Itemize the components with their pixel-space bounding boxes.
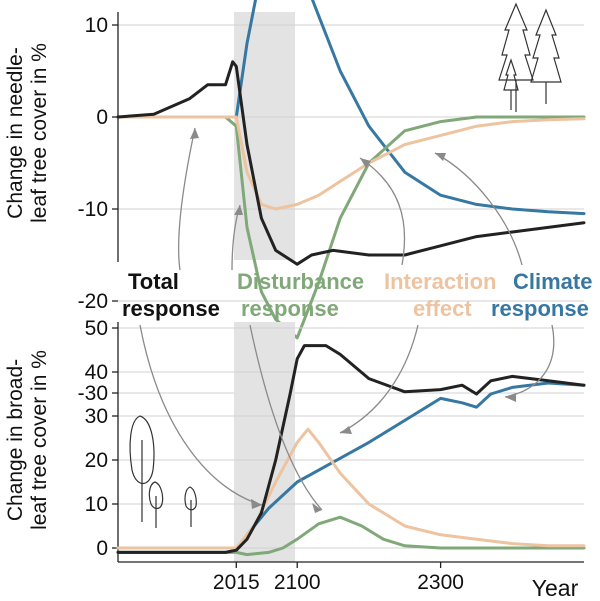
arrowhead-disturbance-bottom bbox=[312, 503, 322, 513]
arrowhead-climate-bottom bbox=[505, 393, 516, 402]
arrowhead-total-bottom bbox=[251, 499, 262, 509]
ytick-label-bottom: 40 bbox=[85, 361, 108, 384]
ytick-label-bottom: 20 bbox=[85, 449, 108, 472]
series-total-response-top bbox=[116, 60, 586, 266]
panel-needle-leaf: -30-20-1001020 Change in needle- leaf tr… bbox=[4, 0, 586, 405]
ylabel-top-line2: leaf tree cover in % bbox=[28, 43, 51, 223]
broad-leaf-trees-icon bbox=[129, 415, 197, 528]
arrowhead-interaction-bottom bbox=[340, 426, 352, 434]
series-climate-response-bottom bbox=[116, 381, 586, 554]
xtick-label: 2300 bbox=[417, 571, 464, 594]
xtick-label: 2015 bbox=[213, 571, 260, 594]
series-interaction-effect-bottom bbox=[116, 427, 586, 550]
ytick-label-bottom: 50 bbox=[85, 317, 108, 340]
panel-broad-leaf: 0 10 20 30 40 50 2015 2100 2300 Change in broad-… bbox=[4, 317, 586, 601]
arrowhead-interaction-top bbox=[360, 158, 371, 168]
arrowhead-total-top bbox=[190, 128, 199, 139]
ytick-label-bottom: 30 bbox=[85, 405, 108, 428]
ylabel-bottom-line2: leaf tree cover in % bbox=[28, 350, 51, 530]
label-disturbance-line2: response bbox=[241, 296, 339, 321]
arrow-interaction-bottom bbox=[339, 324, 419, 434]
ytick-label-bottom: 10 bbox=[85, 493, 108, 516]
ytick-label-top: -30 bbox=[78, 382, 108, 405]
series-total-response-bottom bbox=[116, 344, 586, 554]
label-climate-line2: response bbox=[491, 296, 589, 321]
label-total-line2: response bbox=[122, 296, 220, 321]
label-climate-line1: Climate bbox=[513, 269, 592, 294]
series-interaction-effect-top bbox=[116, 115, 586, 211]
ytick-label-bottom: 0 bbox=[96, 537, 108, 560]
arrow-disturbance-bottom bbox=[249, 324, 323, 511]
ytick-label-top: -10 bbox=[78, 198, 108, 221]
arrowhead-disturbance-top bbox=[234, 205, 243, 215]
x-axis-label: Year bbox=[532, 575, 579, 601]
series-disturbance-response-bottom bbox=[116, 515, 586, 557]
label-interaction-line2: effect bbox=[413, 296, 472, 321]
arrow-total-top bbox=[178, 127, 196, 271]
series-labels: Total response Disturbance response Inte… bbox=[122, 269, 592, 321]
series-climate-response-top bbox=[116, 0, 586, 216]
xtick-label: 2100 bbox=[274, 571, 321, 594]
ytick-label-top: 10 bbox=[85, 14, 108, 37]
arrow-total-bottom bbox=[139, 324, 263, 506]
ytick-label-top: 0 bbox=[96, 106, 108, 129]
needle-leaf-trees-icon bbox=[498, 2, 562, 112]
arrow-climate-top bbox=[434, 152, 523, 266]
arrow-interaction-top bbox=[359, 157, 406, 266]
label-interaction-line1: Interaction bbox=[384, 269, 496, 294]
label-disturbance-line1: Disturbance bbox=[237, 269, 364, 294]
shaded-period-bottom bbox=[234, 322, 295, 562]
annotation-arrowheads bbox=[190, 128, 516, 513]
arrowhead-climate-top bbox=[435, 153, 446, 161]
ytick-label-top: -20 bbox=[78, 290, 108, 313]
ylabel-bottom-line1: Change in broad- bbox=[4, 359, 27, 521]
label-total-line1: Total bbox=[128, 269, 179, 294]
ylabel-top-line1: Change in needle- bbox=[4, 47, 27, 219]
